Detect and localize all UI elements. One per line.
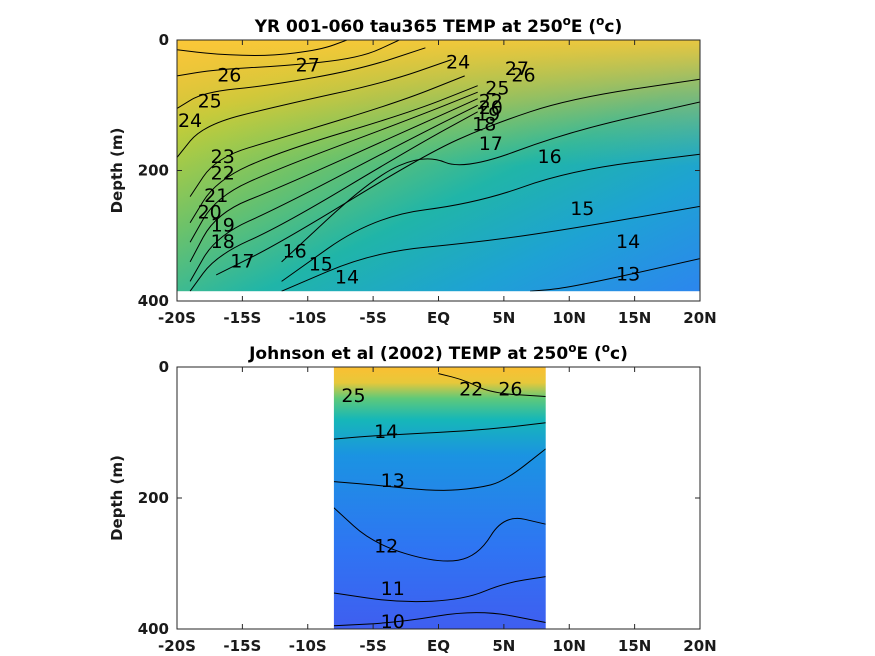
contour-label: 24 <box>178 110 202 132</box>
contour-line-10 <box>333 612 546 627</box>
chart-title: YR 001-060 tau365 TEMP at 250oE (oc) <box>254 14 623 37</box>
contour-line-27 <box>177 40 348 57</box>
contour-line-12 <box>333 507 546 562</box>
contour-label: 26 <box>498 378 522 400</box>
x-tick-label: 10N <box>553 637 586 655</box>
panel-bottom: 25 14 13 12 11 10 26 22 -20S -15S -10S -5S EQ 5N 10N 15… <box>108 341 717 655</box>
contour-label: 13 <box>381 470 405 492</box>
contour-label: 23 <box>211 146 235 168</box>
contour-label: 17 <box>479 133 503 155</box>
contour-line-18 <box>189 111 478 292</box>
contour-line-21 <box>189 91 478 243</box>
contour-label: 22 <box>479 90 503 112</box>
contour-lines <box>333 373 546 627</box>
x-tick-label: -10S <box>289 637 327 655</box>
contour-line-11 <box>333 576 546 603</box>
x-tick-label: -10S <box>289 309 327 327</box>
contour-label: 27 <box>505 58 529 80</box>
contour-label: 22 <box>211 162 235 184</box>
contour-label: 17 <box>230 250 254 272</box>
contour-line-14 <box>281 205 700 292</box>
contour-label: 26 <box>217 64 241 86</box>
contour-label: 22 <box>459 378 483 400</box>
contour-line-22 <box>189 85 478 223</box>
contour-label: 16 <box>283 241 307 263</box>
x-tick-label: EQ <box>427 309 450 327</box>
chart-title: Johnson et al (2002) TEMP at 250oE (oc) <box>248 341 628 364</box>
x-tick-label: 20N <box>683 309 716 327</box>
contour-label: 19 <box>211 214 235 236</box>
temperature-field <box>333 367 546 629</box>
contour-label: 20 <box>479 97 503 119</box>
x-tick-label: 5N <box>492 309 515 327</box>
contour-label: 19 <box>476 104 500 126</box>
y-tick-label: 400 <box>138 292 169 310</box>
y-tick-label: 0 <box>159 358 169 376</box>
x-tick-label: 5N <box>492 637 515 655</box>
contour-line-25 <box>177 47 426 109</box>
x-tick-label: -20S <box>158 637 196 655</box>
contour-label: 25 <box>341 385 365 407</box>
contour-label: 10 <box>381 611 405 633</box>
x-tick-label: -5S <box>359 637 386 655</box>
x-tick-label: 15N <box>618 309 651 327</box>
contour-line-15 <box>281 153 700 282</box>
contour-label: 25 <box>485 77 509 99</box>
contour-label: 18 <box>472 113 496 135</box>
x-tick-label: 20N <box>683 637 716 655</box>
contour-label: 14 <box>616 231 640 253</box>
y-tick-label: 0 <box>159 31 169 49</box>
contour-label: 15 <box>570 198 594 220</box>
contour-line-16 <box>281 101 700 263</box>
contour-label: 21 <box>204 185 228 207</box>
contour-line-17 <box>215 78 700 276</box>
contour-label: 27 <box>296 55 320 77</box>
contour-line-23 <box>189 75 465 197</box>
contour-line-19 <box>189 104 478 282</box>
contour-line-26 <box>177 40 400 77</box>
y-tick-label: 200 <box>138 162 169 180</box>
x-tick-label: EQ <box>427 637 450 655</box>
contour-label: 14 <box>374 421 398 443</box>
x-tick-label: -20S <box>158 309 196 327</box>
y-tick-label: 400 <box>138 620 169 638</box>
contour-line-26 <box>438 373 546 397</box>
x-tick-label: 10N <box>553 309 586 327</box>
x-tick-label: 15N <box>618 637 651 655</box>
contour-line-13 <box>333 448 546 491</box>
x-tick-label: -5S <box>359 309 386 327</box>
contour-label: 26 <box>511 64 535 86</box>
temperature-field-warm-layer <box>177 40 700 292</box>
contour-line-20 <box>189 98 478 263</box>
contour-line-13 <box>529 258 700 292</box>
contour-lines <box>177 40 700 292</box>
contour-label: 12 <box>374 536 398 558</box>
x-tick-label: -15S <box>223 637 261 655</box>
contour-label: 11 <box>381 578 405 600</box>
contour-line-14 <box>333 422 546 440</box>
contour-label: 14 <box>335 267 359 289</box>
y-axis-label: Depth (m) <box>108 128 126 214</box>
x-tick-label: -15S <box>223 309 261 327</box>
contour-label: 25 <box>198 90 222 112</box>
contour-label: 18 <box>211 231 235 253</box>
contour-label: 13 <box>616 263 640 285</box>
contour-label: 24 <box>446 51 470 73</box>
contour-label: 20 <box>198 201 222 223</box>
contour-line-24 <box>177 59 452 158</box>
y-tick-label: 200 <box>138 489 169 507</box>
contour-label: 15 <box>309 254 333 276</box>
y-axis-label: Depth (m) <box>108 455 126 541</box>
contour-label: 16 <box>538 146 562 168</box>
